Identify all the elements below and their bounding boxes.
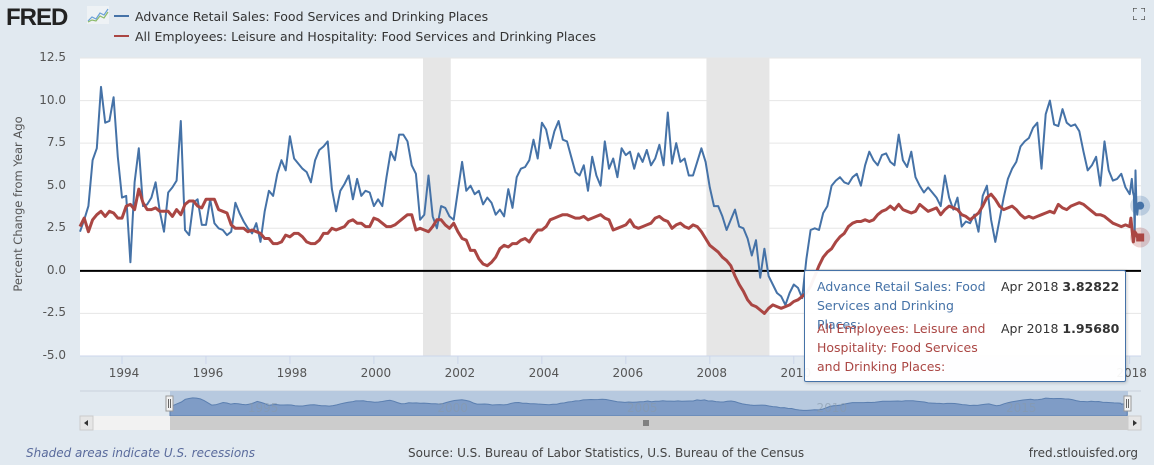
scroll-right-button[interactable] — [1127, 415, 1142, 431]
endpoint-markers — [1130, 195, 1151, 248]
x-tick-label: 1996 — [192, 366, 224, 380]
y-tick-label: 10.0 — [39, 92, 66, 107]
tooltip-number: 1.95680 — [1062, 321, 1120, 336]
tooltip: Advance Retail Sales: Food Services and … — [804, 270, 1126, 382]
legend-item-retail-sales[interactable]: Advance Retail Sales: Food Services and … — [114, 6, 596, 26]
legend-swatch-retail-sales — [114, 15, 129, 17]
x-tick-marks — [121, 356, 1131, 364]
navigator-left-handle[interactable] — [165, 395, 174, 412]
tooltip-value: Apr 2018 1.95680 — [1001, 319, 1119, 338]
y-tick-label: 5.0 — [46, 177, 66, 192]
navigator-year-labels: 1995 2000 2005 2010 2015 — [248, 401, 1037, 415]
tooltip-number: 3.82822 — [1062, 279, 1120, 294]
endpoint-marker-retail-sales[interactable] — [1136, 201, 1145, 210]
series-line-employees[interactable] — [78, 187, 1142, 315]
x-tick-label: 1994 — [108, 366, 140, 380]
navigator-year-label: 1995 — [248, 401, 279, 415]
recession-note: Shaded areas indicate U.S. recessions — [26, 446, 256, 460]
y-tick-label: 2.5 — [46, 220, 66, 235]
tooltip-date: Apr 2018 — [1001, 279, 1059, 294]
arrow-right-icon — [1133, 420, 1137, 426]
navigator-year-label: 2015 — [1006, 401, 1037, 415]
tooltip-value: Apr 2018 3.82822 — [1001, 277, 1119, 296]
navigator-year-label: 2010 — [816, 401, 847, 415]
navigator-right-handle[interactable] — [1123, 395, 1132, 412]
legend-item-employees[interactable]: All Employees: Leisure and Hospitality: … — [114, 26, 596, 46]
recession-shading — [423, 58, 770, 356]
scrollbar-thumb-grip — [643, 420, 649, 426]
series-line-retail-sales[interactable] — [79, 85, 1141, 306]
site-link[interactable]: fred.stlouisfed.org — [1028, 446, 1138, 460]
tooltip-series-name: Advance Retail Sales: Food Services and … — [817, 279, 986, 332]
chart-legend: Advance Retail Sales: Food Services and … — [114, 6, 596, 46]
x-tick-label: 2002 — [444, 366, 476, 380]
navigator[interactable]: 1995 2000 2005 2010 2015 — [80, 390, 1141, 417]
navigator-series-area — [169, 397, 1128, 417]
x-tick-label: 2000 — [360, 366, 392, 380]
endpoint-marker-employees[interactable] — [1136, 233, 1145, 242]
navigator-year-label: 2000 — [437, 401, 468, 415]
scrollbar-thumb[interactable] — [170, 416, 1128, 430]
x-tick-label: 2006 — [612, 366, 644, 380]
recession-band — [423, 58, 451, 356]
x-tick-label: 1998 — [276, 366, 308, 380]
x-tick-label: 2010 — [780, 366, 812, 380]
legend-label-employees: All Employees: Leisure and Hospitality: … — [135, 28, 597, 44]
scroll-left-button[interactable] — [79, 415, 94, 431]
y-tick-label: 7.5 — [46, 135, 66, 150]
series-lines — [78, 85, 1142, 315]
legend-swatch-employees — [114, 35, 129, 37]
legend-label-retail-sales: Advance Retail Sales: Food Services and … — [135, 8, 489, 24]
y-tick-label: -5.0 — [42, 348, 66, 362]
y-tick-label: 0.0 — [46, 262, 66, 277]
source-note: Source: U.S. Bureau of Labor Statistics,… — [408, 446, 805, 460]
x-tick-label: 2008 — [696, 366, 728, 380]
x-tick-label: 2004 — [528, 366, 560, 380]
y-tick-label: -2.5 — [42, 305, 66, 320]
tooltip-date: Apr 2018 — [1001, 321, 1059, 336]
scrollbar[interactable] — [79, 415, 1142, 431]
arrow-left-icon — [84, 420, 88, 426]
y-tick-label: 12.5 — [39, 50, 66, 64]
chart-line-icon — [87, 6, 109, 24]
tooltip-series-name: All Employees: Leisure and Hospitality: … — [817, 321, 986, 374]
navigator-year-label: 2005 — [627, 401, 658, 415]
fred-logo[interactable]: FRED — [6, 4, 68, 31]
